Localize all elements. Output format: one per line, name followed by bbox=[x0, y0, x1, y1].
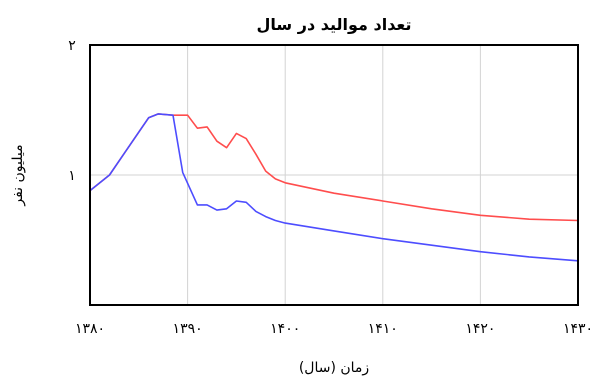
x-tick-label: ۱۴۰۰ bbox=[270, 321, 300, 337]
y-tick-labels: ۱۲ bbox=[68, 38, 76, 184]
grid-lines bbox=[90, 45, 578, 305]
y-axis-label: میلیون نفر bbox=[10, 144, 26, 206]
x-tick-label: ۱۴۲۰ bbox=[465, 321, 495, 337]
series-line-2 bbox=[89, 113, 579, 262]
x-tick-label: ۱۳۹۰ bbox=[173, 321, 203, 337]
series-group bbox=[89, 113, 579, 262]
x-axis-label: زمان (سال) bbox=[299, 360, 369, 376]
x-tick-label: ۱۴۳۰ bbox=[563, 321, 593, 337]
y-tick-label: ۲ bbox=[68, 38, 76, 54]
chart-title: تعداد موالید در سال bbox=[257, 15, 412, 34]
x-tick-labels: ۱۳۸۰ ۱۳۹۰ ۱۴۰۰ ۱۴۱۰ ۱۴۲۰ ۱۴۳۰ bbox=[75, 321, 593, 337]
plot-border bbox=[89, 44, 579, 306]
y-tick-label: ۱ bbox=[68, 168, 76, 184]
x-tick-label: ۱۳۸۰ bbox=[75, 321, 105, 337]
x-tick-label: ۱۴۱۰ bbox=[368, 321, 398, 337]
